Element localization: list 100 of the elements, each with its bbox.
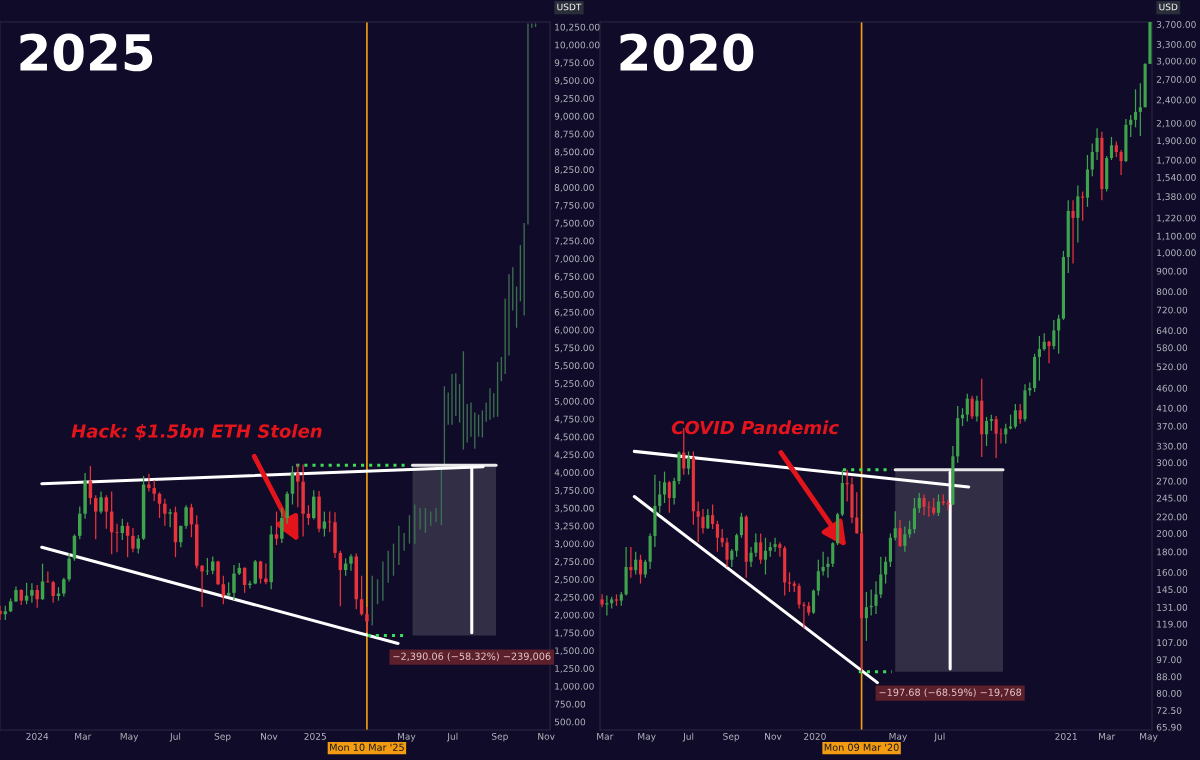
y-tick-label: 6,750.00 — [554, 273, 594, 281]
x-tick-label: Mar — [75, 733, 92, 740]
y-tick-label: 8,500.00 — [554, 148, 594, 157]
y-tick-label: 520.00 — [1156, 363, 1188, 371]
annotation: COVID Pandemic — [671, 420, 839, 435]
y-tick-label: 145.00 — [1157, 586, 1188, 594]
y-tick-label: 9,250.00 — [554, 94, 594, 103]
y-tick-label: 7,500.00 — [554, 219, 594, 228]
y-tick-label: 220.00 — [1156, 513, 1188, 521]
x-tick-label: 2025 — [304, 732, 326, 740]
x-tick-label: Jul — [446, 732, 458, 742]
x-tick-label: May — [889, 733, 908, 742]
y-tick-label: 720.00 — [1156, 306, 1188, 314]
y-tick-label: 200.00 — [1156, 530, 1188, 537]
y-tick-label: 97.00 — [1156, 656, 1182, 664]
y-tick-label: 7,750.00 — [554, 201, 594, 210]
x-tick-label: 2021 — [1055, 732, 1077, 740]
annotation: −197.68 (−68.59%) −19,768 — [879, 688, 1022, 698]
y-tick-label: 160.00 — [1157, 569, 1188, 576]
y-tick-label: 9,750.00 — [554, 59, 594, 68]
x-tick-label: Nov — [538, 733, 555, 740]
y-tick-label: 4,500.00 — [554, 433, 594, 442]
chart-title: 2025 — [20, 33, 153, 72]
x-tick-label: May — [1140, 733, 1158, 742]
y-tick-label: 10,000.00 — [555, 41, 600, 50]
x-tick-label: May — [638, 733, 656, 742]
y-tick-label: 4,000.00 — [554, 469, 594, 477]
x-tick-label: Sep — [491, 732, 508, 742]
chart-title: 2020 — [620, 33, 754, 72]
y-tick-label: 88.00 — [1156, 673, 1182, 681]
x-tick-label: Jul — [933, 732, 945, 742]
y-tick-label: 65.90 — [1156, 723, 1182, 731]
y-tick-label: 300.00 — [1156, 459, 1188, 467]
y-tick-label: 3,500.00 — [554, 504, 594, 513]
y-tick-label: 119.00 — [1157, 620, 1188, 628]
x-tick-label: Sep — [214, 732, 231, 742]
x-tick-label: Jul — [169, 732, 181, 742]
y-tick-label: 6,500.00 — [554, 290, 594, 299]
y-axis-title: USDT — [557, 3, 582, 11]
y-tick-label: 3,300.00 — [1156, 41, 1196, 49]
y-tick-label: 3,250.00 — [554, 522, 594, 531]
ref-line-label: Mon 10 Mar '25 — [330, 743, 404, 751]
x-tick-label: Nov — [765, 733, 782, 740]
y-tick-label: 1,750.00 — [555, 629, 594, 638]
y-tick-label: 1,900.00 — [1157, 137, 1196, 146]
y-tick-label: 750.00 — [554, 700, 586, 708]
y-tick-label: 2,500.00 — [554, 576, 594, 584]
y-tick-label: 370.00 — [1156, 422, 1188, 430]
y-tick-label: 1,100.00 — [1157, 232, 1196, 241]
y-tick-label: 270.00 — [1156, 477, 1188, 485]
y-tick-label: 4,750.00 — [554, 415, 594, 424]
ref-line-label: Mon 09 Mar '20 — [824, 743, 899, 751]
y-tick-label: 6,000.00 — [554, 326, 594, 335]
y-tick-label: 7,000.00 — [554, 255, 594, 264]
annotation: −2,390.06 (−58.32%) −239,006 — [393, 652, 551, 662]
y-tick-label: 5,000.00 — [554, 397, 594, 406]
y-tick-label: 2,100.00 — [1156, 119, 1196, 128]
y-tick-label: 3,000.00 — [554, 540, 594, 549]
y-tick-label: 131.00 — [1157, 603, 1188, 611]
y-tick-label: 1,700.00 — [1157, 156, 1196, 165]
y-tick-label: 245.00 — [1156, 494, 1188, 502]
y-tick-label: 9,000.00 — [554, 112, 594, 121]
y-tick-label: 640.00 — [1156, 327, 1188, 335]
y-tick-label: 72.50 — [1156, 707, 1182, 714]
y-tick-label: 5,750.00 — [554, 344, 594, 353]
y-tick-label: 2,000.00 — [554, 611, 594, 620]
x-tick-label: Mar — [597, 733, 614, 740]
y-tick-label: 3,000.00 — [1156, 57, 1196, 66]
y-tick-label: 2,250.00 — [554, 593, 594, 602]
x-tick-label: Jul — [682, 732, 694, 742]
y-tick-label: 330.00 — [1156, 442, 1188, 450]
y-tick-label: 8,000.00 — [554, 184, 594, 192]
y-tick-label: 4,250.00 — [554, 451, 594, 460]
y-tick-label: 8,250.00 — [554, 166, 594, 174]
y-tick-label: 9,500.00 — [554, 77, 594, 85]
y-tick-label: 10,250.00 — [555, 23, 600, 32]
y-tick-label: 1,500.00 — [555, 647, 594, 656]
y-tick-label: 1,540.00 — [1157, 174, 1196, 182]
x-tick-label: Sep — [723, 732, 740, 742]
x-tick-label: 2020 — [804, 732, 826, 740]
y-tick-label: 2,750.00 — [554, 558, 594, 566]
y-tick-label: 5,250.00 — [554, 380, 594, 388]
y-tick-label: 1,250.00 — [555, 665, 594, 673]
y-tick-label: 180.00 — [1157, 548, 1188, 556]
y-tick-label: 410.00 — [1156, 404, 1188, 412]
y-tick-label: 2,700.00 — [1156, 76, 1196, 84]
annotation: Hack: $1.5bn ETH Stolen — [71, 423, 322, 441]
y-tick-label: 1,220.00 — [1157, 214, 1196, 223]
y-tick-label: 7,250.00 — [554, 237, 594, 246]
y-tick-label: 500.00 — [554, 718, 586, 726]
y-tick-label: 1,380.00 — [1157, 193, 1196, 201]
x-tick-label: May — [120, 733, 139, 742]
y-tick-label: 800.00 — [1156, 288, 1188, 296]
y-tick-label: 3,750.00 — [554, 486, 594, 495]
y-tick-label: 580.00 — [1156, 344, 1188, 352]
x-tick-label: 2024 — [26, 732, 49, 740]
y-tick-label: 2,400.00 — [1156, 96, 1196, 105]
y-tick-label: 460.00 — [1156, 384, 1188, 392]
y-tick-label: 8,750.00 — [554, 130, 594, 139]
y-axis-title: USD — [1159, 3, 1178, 11]
